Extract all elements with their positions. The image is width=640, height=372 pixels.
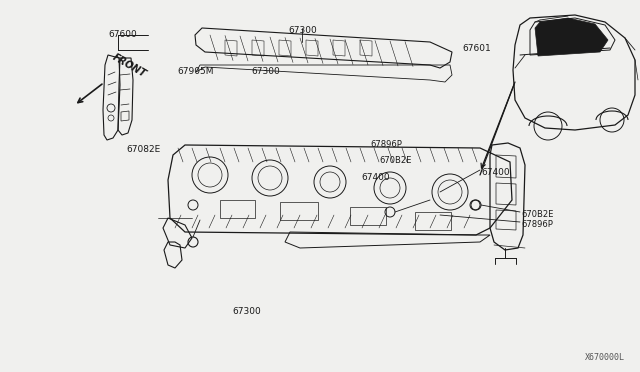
- Text: X670000L: X670000L: [585, 353, 625, 362]
- Text: 67896P: 67896P: [521, 220, 553, 229]
- Text: 67082E: 67082E: [127, 145, 161, 154]
- Polygon shape: [535, 18, 608, 56]
- Text: 67400: 67400: [481, 168, 509, 177]
- Text: FRONT: FRONT: [111, 52, 148, 79]
- Text: 67905M: 67905M: [177, 67, 214, 76]
- Text: 670B2E: 670B2E: [521, 210, 554, 219]
- Text: 67600: 67600: [108, 30, 137, 39]
- Text: 670B2E: 670B2E: [380, 156, 412, 165]
- Text: 67300: 67300: [232, 307, 260, 316]
- Text: 67400: 67400: [362, 173, 390, 182]
- Text: 67601: 67601: [463, 44, 491, 53]
- Text: 67300: 67300: [288, 26, 317, 35]
- Text: 67300: 67300: [252, 67, 280, 76]
- Text: 67896P: 67896P: [370, 140, 402, 148]
